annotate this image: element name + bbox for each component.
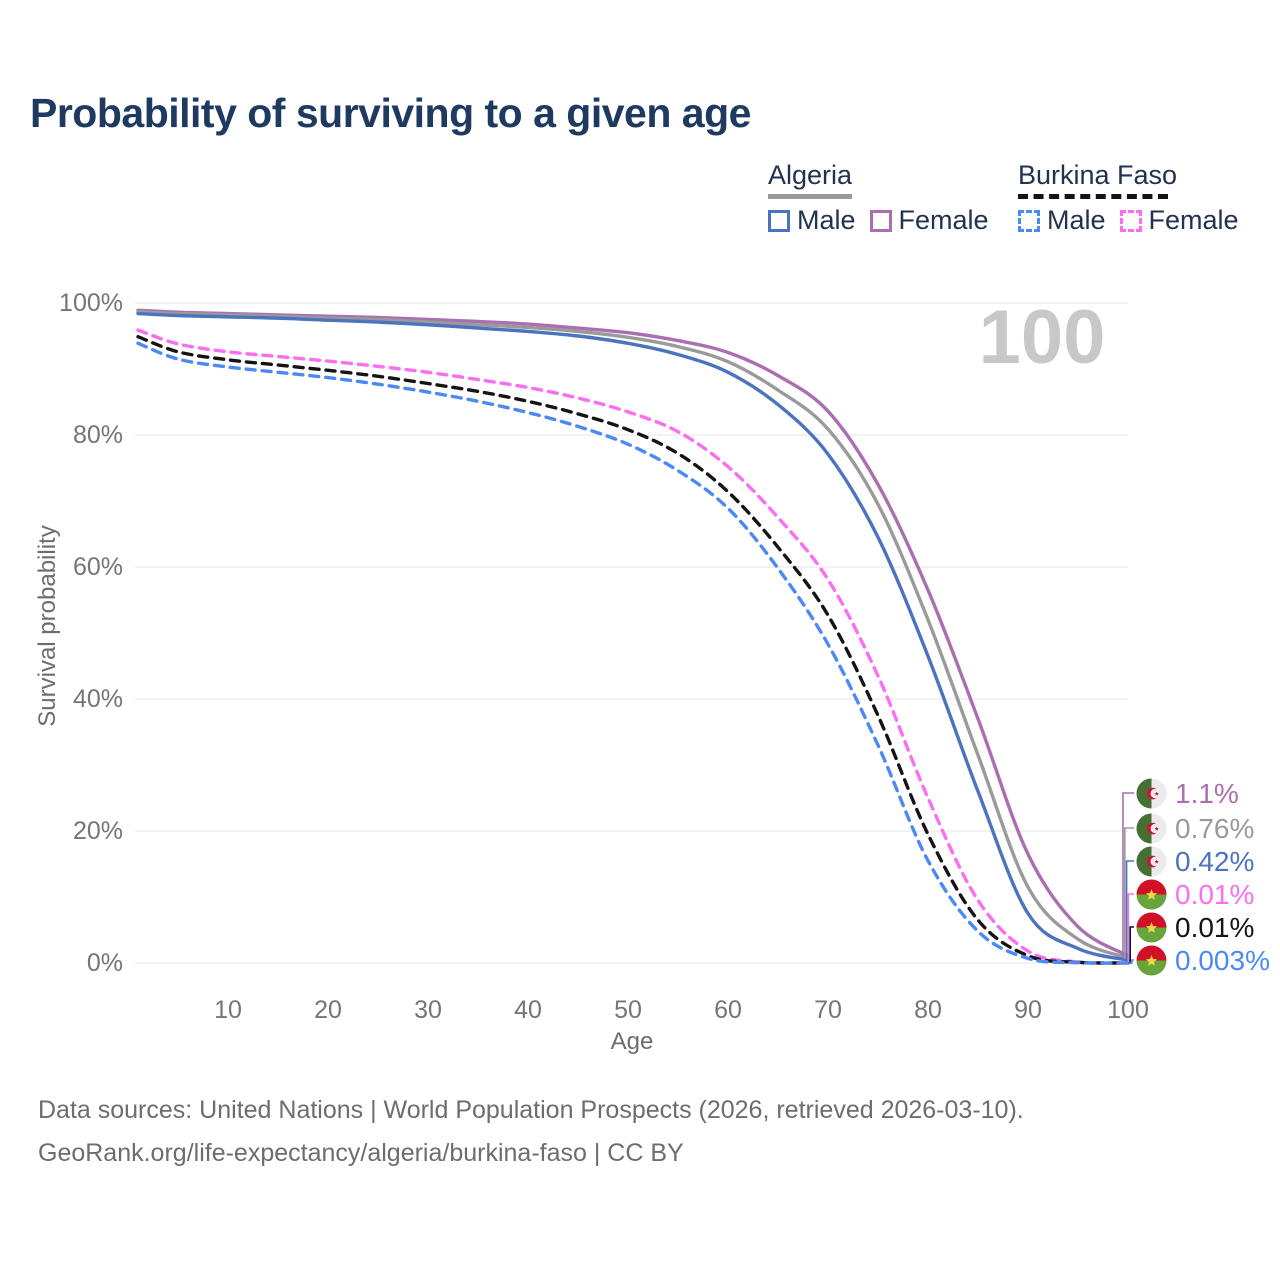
y-axis-title: Survival probability [34, 525, 61, 727]
algeria-line-swatch [768, 194, 852, 199]
end-label-burkina-male: 0.003% [1136, 943, 1270, 977]
legend-item-burkina-female[interactable]: Female [1119, 205, 1239, 236]
burkina-faso-line-swatch [1018, 194, 1168, 199]
connector-algeria-male [1125, 860, 1134, 961]
hover-age-watermark: 100 [979, 295, 1106, 380]
legend-label-burkina-male: Male [1047, 205, 1106, 235]
end-value-algeria-male: 0.42% [1175, 845, 1255, 877]
x-tick-30: 30 [414, 996, 442, 1024]
legend-item-algeria-male[interactable]: Male [768, 205, 856, 236]
end-label-algeria-female: 1.1% [1136, 776, 1239, 810]
end-label-burkina-female: 0.01% [1136, 877, 1254, 911]
series-line-burkina-faso-female[interactable] [136, 328, 1130, 965]
end-value-algeria-both: 0.76% [1175, 812, 1255, 844]
end-label-algeria-male: 0.42% [1136, 844, 1254, 878]
series-line-burkina-faso-male[interactable] [136, 341, 1130, 965]
y-tick-40: 40% [73, 685, 123, 713]
footer-attribution[interactable]: GeoRank.org/life-expectancy/algeria/burk… [38, 1139, 684, 1167]
connector-burkina-faso-male [1128, 959, 1134, 964]
y-tick-100: 100% [59, 289, 123, 317]
end-value-burkina-both: 0.01% [1175, 911, 1255, 943]
legend-header-burkina-faso: Burkina Faso [1018, 160, 1178, 190]
legend-label-algeria-male: Male [797, 205, 856, 235]
legend-item-burkina-male[interactable]: Male [1018, 205, 1106, 236]
algeria-flag-icon [1136, 812, 1167, 844]
y-tick-0: 0% [87, 949, 123, 977]
x-tick-70: 70 [814, 996, 842, 1024]
burkina-female-swatch-icon [1119, 209, 1142, 232]
x-tick-40: 40 [514, 996, 542, 1024]
algeria-flag-icon [1136, 777, 1167, 809]
algeria-male-swatch-icon [768, 209, 790, 232]
x-tick-10: 10 [214, 996, 242, 1024]
series-line-algeria-both-sexes[interactable] [136, 309, 1130, 960]
page-title: Probability of surviving to a given age [30, 90, 751, 136]
legend: Algeria Male Female Burkina Faso Male [0, 160, 1280, 240]
x-axis-title: Age [610, 1028, 654, 1055]
legend-group-algeria: Algeria Male Female [768, 160, 989, 236]
x-tick-80: 80 [914, 996, 942, 1024]
y-tick-80: 80% [73, 421, 123, 449]
legend-item-algeria-female[interactable]: Female [869, 205, 989, 236]
end-value-burkina-female: 0.01% [1175, 878, 1255, 910]
legend-group-burkina-faso: Burkina Faso Male Female [1018, 160, 1239, 236]
end-label-algeria-both: 0.76% [1136, 811, 1254, 845]
burkina-faso-flag-icon [1136, 911, 1167, 943]
x-tick-50: 50 [614, 996, 642, 1024]
y-tick-20: 20% [73, 817, 123, 845]
algeria-flag-icon [1136, 845, 1167, 877]
series-line-algeria-female[interactable] [136, 308, 1130, 958]
burkina-male-swatch-icon [1018, 209, 1040, 232]
y-tick-60: 60% [73, 553, 123, 581]
legend-label-burkina-female: Female [1148, 205, 1239, 235]
x-tick-20: 20 [314, 996, 342, 1024]
algeria-female-swatch-icon [869, 209, 892, 232]
series-line-burkina-faso-both-sexes[interactable] [136, 335, 1130, 965]
x-tick-100: 100 [1107, 996, 1149, 1024]
x-tick-90: 90 [1014, 996, 1042, 1024]
series-line-algeria-male[interactable] [136, 311, 1130, 962]
burkina-faso-flag-icon [1136, 878, 1167, 910]
footer-data-sources: Data sources: United Nations | World Pop… [38, 1096, 1024, 1124]
burkina-faso-flag-icon [1136, 944, 1167, 976]
end-label-burkina-both: 0.01% [1136, 910, 1254, 944]
end-value-burkina-male: 0.003% [1175, 944, 1270, 976]
legend-label-algeria-female: Female [898, 205, 989, 235]
end-value-algeria-female: 1.1% [1175, 777, 1239, 809]
legend-header-algeria: Algeria [768, 160, 853, 190]
x-tick-60: 60 [714, 996, 742, 1024]
